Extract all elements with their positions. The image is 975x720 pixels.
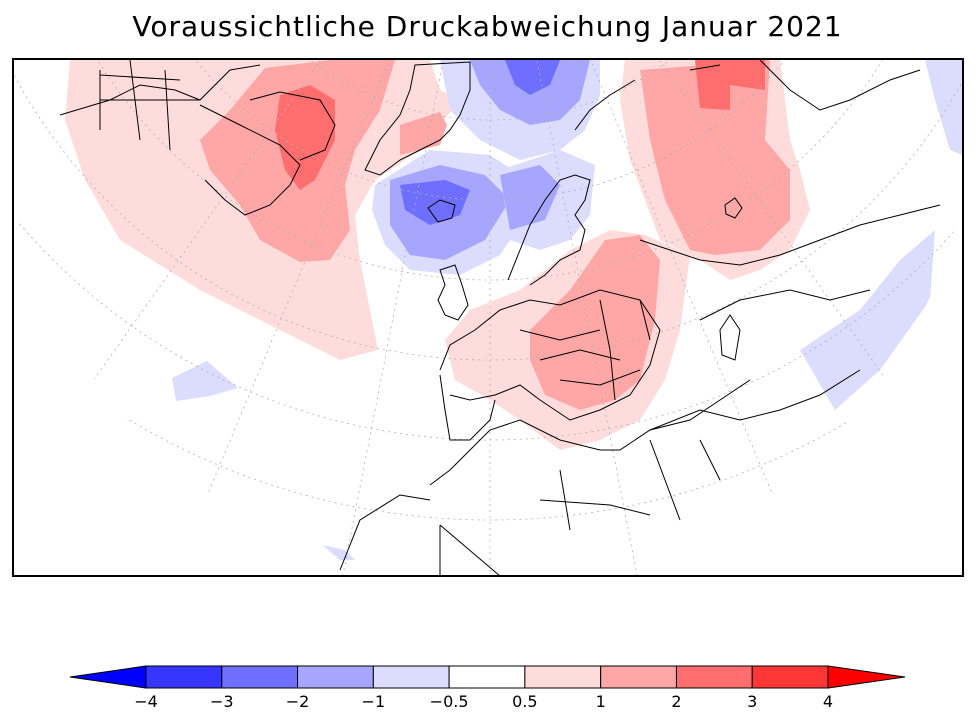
colorbar-tick-label: 0.5 xyxy=(512,692,537,711)
hudson-bay xyxy=(249,91,336,161)
europe-borders xyxy=(519,299,651,401)
graticule xyxy=(13,59,963,576)
asia-borders xyxy=(639,204,941,431)
africa-coast xyxy=(429,379,751,486)
contour-arctic-neg3 xyxy=(505,60,560,95)
colorbar-box xyxy=(600,665,677,689)
contour-atlantic-neg xyxy=(172,361,238,401)
projection-edge xyxy=(640,190,963,576)
colorbar-extend-min xyxy=(69,665,147,689)
iceland-coast xyxy=(427,199,456,223)
colorbar-tick-label: 1 xyxy=(596,692,606,711)
colorbar-box xyxy=(751,665,829,689)
map-area xyxy=(13,59,963,576)
coastlines xyxy=(59,59,941,576)
scandinavia-coast xyxy=(507,174,591,286)
us-borders xyxy=(99,59,200,151)
colorbar-tick-label: −1 xyxy=(362,692,386,711)
contour-siberia-1 xyxy=(640,60,790,255)
colorbar-box xyxy=(448,665,526,689)
colorbar-tick-label: 4 xyxy=(823,692,833,711)
colorbar-tick-label: −4 xyxy=(134,692,158,711)
colorbar-tick-label: −2 xyxy=(286,692,310,711)
colorbar-box xyxy=(675,665,753,689)
colorbar-box xyxy=(297,665,374,689)
contour-siberia-2 xyxy=(695,60,765,110)
colorbar-tick-label: −0.5 xyxy=(430,692,469,711)
colorbar-extend-max xyxy=(827,665,906,689)
africa-borders xyxy=(339,439,721,576)
lat-circle xyxy=(13,331,963,521)
uk-coast xyxy=(437,264,469,321)
contour-east-asia-neg xyxy=(800,230,935,410)
contour-northeast-neg xyxy=(925,60,963,155)
chart-title: Voraussichtliche Druckabweichung Januar … xyxy=(132,10,843,43)
colorbar-box xyxy=(145,665,223,689)
colorbar-tick-label: 2 xyxy=(671,692,681,711)
caspian-sea xyxy=(719,314,741,361)
map-frame xyxy=(12,58,964,577)
contour-greenland-1 xyxy=(400,112,447,155)
colorbar-tick-label: 3 xyxy=(747,692,757,711)
colorbar-box xyxy=(524,665,602,689)
colorbar-group: −4 −3 −2 −1 −0.5 0.5 1 2 3 4 xyxy=(69,665,906,711)
europe-coast xyxy=(439,289,661,421)
greenland-coast xyxy=(364,61,471,176)
colorbar-box xyxy=(372,665,450,689)
projection-edge xyxy=(13,200,340,576)
aral-lake xyxy=(724,197,743,219)
iberia-coast xyxy=(439,374,496,441)
russia-coast xyxy=(574,59,921,131)
contour-na-2 xyxy=(275,85,335,190)
colorbar-tick-label: −3 xyxy=(210,692,234,711)
contour-europe-1 xyxy=(530,235,660,410)
colorbar-box xyxy=(221,665,299,689)
contour-scandinavia-neg2 xyxy=(500,165,560,230)
